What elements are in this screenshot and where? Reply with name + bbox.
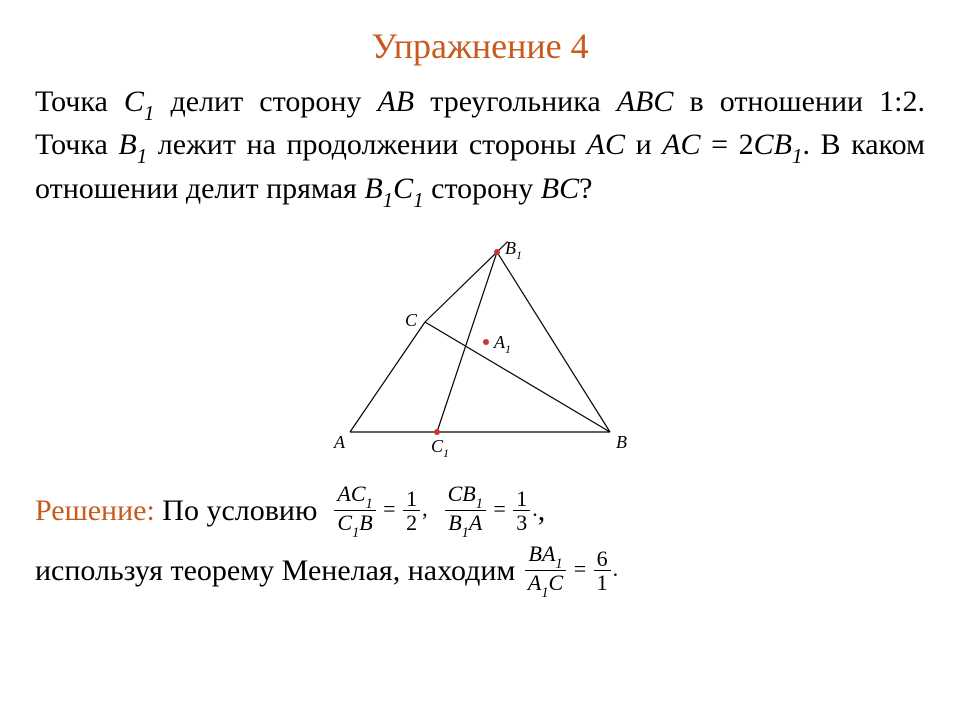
svg-text:A: A bbox=[333, 432, 346, 452]
svg-text:A1: A1 bbox=[493, 332, 511, 356]
var-cb1: CB1 bbox=[754, 128, 803, 161]
var-ab: AB bbox=[377, 85, 414, 118]
text: Точка bbox=[35, 85, 124, 118]
text: делит сторону bbox=[154, 85, 377, 118]
var-abc: ABC bbox=[617, 85, 674, 118]
solution-block: Решение: По условию AC1 C1B = 1 2 , CB1 … bbox=[35, 482, 925, 600]
svg-text:C1: C1 bbox=[431, 436, 449, 460]
problem-statement: Точка C1 делит сторону AB треугольника A… bbox=[35, 82, 925, 212]
svg-text:B1: B1 bbox=[505, 238, 522, 262]
text: и bbox=[625, 128, 662, 161]
solution-text2: используя теорему Менелая, находим bbox=[35, 548, 515, 593]
text: лежит на продолжении стороны bbox=[147, 128, 586, 161]
svg-text:C: C bbox=[405, 310, 418, 330]
text: ? bbox=[579, 172, 592, 205]
equation-2: CB1 B1A = 1 3 . bbox=[443, 482, 538, 540]
solution-comma: , bbox=[538, 488, 546, 533]
text: треугольника bbox=[414, 85, 617, 118]
svg-text:B: B bbox=[616, 432, 627, 452]
solution-text1: По условию bbox=[155, 494, 318, 527]
var-b1: B1 bbox=[118, 128, 147, 161]
exercise-title: Упражнение 4 bbox=[35, 25, 925, 67]
geometry-diagram: A B C B1 A1 C1 bbox=[35, 222, 925, 467]
text: = 2 bbox=[701, 128, 754, 161]
var-b1c1: B1C1 bbox=[364, 172, 423, 205]
text: сторону bbox=[424, 172, 541, 205]
equation-3: BA1 A1C = 6 1 . bbox=[523, 542, 618, 600]
var-c1: C1 bbox=[124, 85, 155, 118]
var-bc: BC bbox=[541, 172, 579, 205]
solution-label: Решение: bbox=[35, 494, 155, 527]
var-ac2: AC bbox=[662, 128, 700, 161]
equation-1: AC1 C1B = 1 2 , bbox=[332, 482, 427, 540]
var-ac: AC bbox=[587, 128, 625, 161]
